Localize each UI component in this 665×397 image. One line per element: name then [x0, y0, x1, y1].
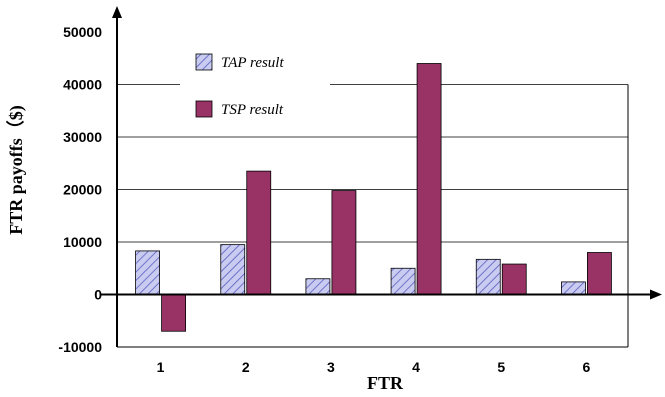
bar-tsp-result	[161, 294, 186, 332]
bar-tsp-result	[416, 63, 442, 295]
x-tick-label: 5	[497, 359, 505, 375]
bar-tsp-result	[587, 252, 612, 295]
y-tick-label: 30000	[63, 129, 102, 145]
bar-tap-result	[390, 267, 416, 295]
y-tick-label: 10000	[63, 234, 102, 250]
tick-labels: 1 2 3 4 5 6 50000 40000 30000 20000 10000 0 -10000	[58, 24, 590, 375]
bars	[135, 63, 612, 332]
legend: TAP result TSP result	[180, 44, 330, 134]
bar-tsp-result	[331, 190, 357, 295]
x-tick-label: 2	[242, 359, 250, 375]
legend-swatch-tap	[195, 53, 213, 71]
y-tick-label: 0	[94, 287, 102, 303]
bar-tap-result	[475, 258, 501, 295]
y-tick-label: 20000	[63, 182, 102, 198]
x-tick-label: 4	[412, 359, 420, 375]
axes	[100, 6, 662, 348]
y-tick-label: 50000	[63, 24, 102, 40]
y-tick-label: 40000	[63, 77, 102, 93]
legend-label-tap: TAP result	[221, 55, 284, 71]
legend-label-tsp: TSP result	[221, 102, 284, 118]
bar-tsp-result	[246, 170, 272, 295]
x-axis-arrow-icon	[650, 289, 662, 300]
x-axis-title: FTR	[367, 373, 404, 393]
bar-tap-result	[305, 278, 331, 295]
x-tick-label: 3	[327, 359, 335, 375]
legend-swatch-tsp	[195, 100, 213, 118]
bar-tap-result	[135, 250, 160, 295]
x-tick-label: 6	[583, 359, 591, 375]
y-tick-label: -10000	[58, 339, 102, 355]
bar-tsp-result	[501, 263, 527, 295]
bar-tap-result	[220, 244, 246, 295]
bar-tap-result	[561, 281, 586, 295]
x-tick-label: 1	[157, 359, 165, 375]
y-axis-arrow-icon	[112, 6, 122, 18]
y-axis-title: FTR payoffs（$)	[6, 105, 27, 235]
